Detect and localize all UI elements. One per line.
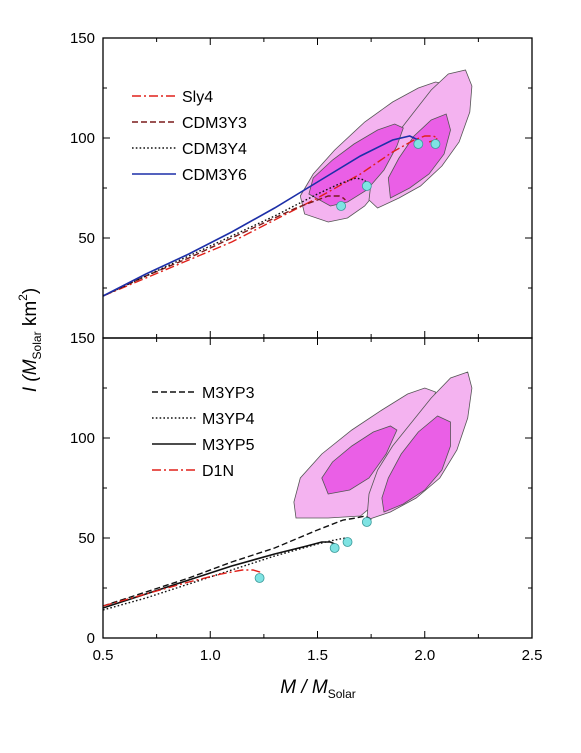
bottom-x-tick-label: 1.5 bbox=[307, 647, 328, 664]
top-series-1 bbox=[102, 195, 346, 297]
svg-text:I (MSolar km2): I (MSolar km2) bbox=[16, 288, 44, 392]
panel-bottom: 0 50 100 150 0.5 1.0 1.5 2.0 2.5 M3YP3 M3YP4 M3YP5 D… bbox=[70, 330, 542, 664]
top-legend: Sly4 CDM3Y3 CDM3Y4 CDM3Y6 bbox=[132, 89, 247, 184]
bottom-y-tick-label: 0 bbox=[87, 630, 95, 647]
top-y-tick-label: 50 bbox=[78, 230, 95, 247]
bottom-contour-inner-3 bbox=[381, 415, 451, 513]
bottom-series-1 bbox=[102, 537, 353, 611]
bottom-marker-1 bbox=[329, 543, 340, 553]
y-axis-title-sup: 2 bbox=[16, 294, 30, 301]
y-axis-title-suffix: ) bbox=[20, 288, 41, 294]
bottom-x-tick-label: 2.5 bbox=[522, 647, 543, 664]
top-legend-label: CDM3Y6 bbox=[182, 167, 247, 184]
bottom-legend-label: M3YP5 bbox=[202, 437, 255, 454]
bottom-y-tick-label: 100 bbox=[70, 430, 95, 447]
panel-top: 50 100 150 Sly4 CDM3Y3 CDM3Y4 CDM3Y6 bbox=[70, 30, 533, 339]
x-axis-title-sub: Solar bbox=[328, 687, 356, 701]
bottom-x-tick-label: 2.0 bbox=[414, 647, 435, 664]
bottom-y-tick-label: 50 bbox=[78, 530, 95, 547]
top-legend-label: CDM3Y4 bbox=[182, 141, 247, 158]
top-y-tick-label: 150 bbox=[70, 30, 95, 47]
bottom-x-tick-label: 1.0 bbox=[200, 647, 221, 664]
bottom-contour-inner-1 bbox=[321, 425, 398, 495]
top-contour-inner-3 bbox=[387, 113, 451, 199]
top-legend-label: CDM3Y3 bbox=[182, 115, 247, 132]
top-series-3 bbox=[102, 135, 422, 297]
bottom-marker-0 bbox=[254, 573, 265, 583]
x-axis-title-main: M / M bbox=[280, 677, 328, 698]
bottom-legend-label: D1N bbox=[202, 463, 234, 480]
top-marker-3 bbox=[430, 139, 441, 149]
x-axis-title: M / MSolar bbox=[280, 677, 356, 701]
bottom-legend: M3YP3 M3YP4 M3YP5 D1N bbox=[152, 385, 255, 480]
y-axis-title-sub: Solar bbox=[30, 331, 44, 359]
bottom-marker-3 bbox=[361, 517, 372, 527]
bottom-series-3 bbox=[102, 569, 263, 607]
bottom-legend-label: M3YP3 bbox=[202, 385, 255, 402]
y-axis-title: I (MSolar km2) bbox=[16, 288, 44, 392]
bottom-series-0 bbox=[102, 515, 372, 607]
bottom-x-tick-label: 0.5 bbox=[93, 647, 114, 664]
bottom-legend-label: M3YP4 bbox=[202, 411, 255, 428]
svg-text:M / MSolar: M / MSolar bbox=[280, 677, 356, 701]
top-legend-label: Sly4 bbox=[182, 89, 213, 106]
top-marker-0 bbox=[336, 201, 346, 211]
bottom-y-tick-label: 150 bbox=[70, 330, 95, 347]
y-axis-title-prefix: I (M bbox=[20, 359, 41, 392]
top-y-tick-label: 100 bbox=[70, 130, 95, 147]
top-marker-2 bbox=[413, 139, 424, 149]
bottom-series-2 bbox=[102, 541, 338, 609]
y-axis-title-unit: km bbox=[20, 301, 41, 332]
bottom-marker-2 bbox=[342, 537, 353, 547]
top-marker-1 bbox=[361, 181, 372, 191]
